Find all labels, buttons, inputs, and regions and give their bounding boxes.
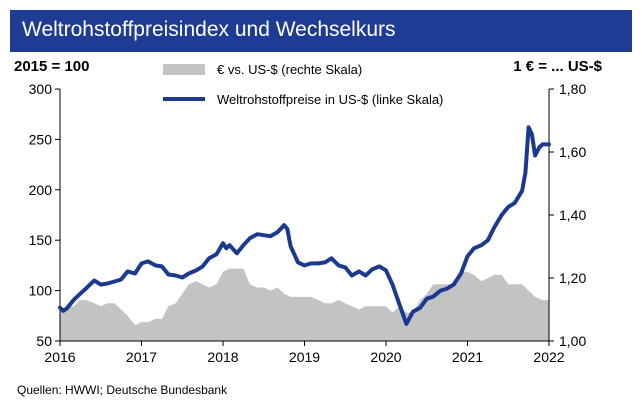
x-tick-label: 2022 (533, 349, 564, 365)
left-unit-label: 2015 = 100 (14, 58, 90, 75)
legend-swatch-area (163, 64, 205, 75)
y-left-tick-label: 50 (36, 333, 52, 349)
right-unit-label: 1 € = ... US-$ (513, 58, 602, 75)
y-left-tick-label: 100 (29, 283, 53, 299)
x-tick-label: 2017 (126, 349, 157, 365)
title-bar: Weltrohstoffpreisindex und Wechselkurs (10, 10, 632, 52)
y-right-tick-label: 1,60 (559, 144, 586, 160)
y-right-tick-label: 1,20 (559, 270, 586, 286)
y-left-tick-label: 150 (29, 232, 53, 248)
y-right-tick-label: 1,40 (559, 207, 586, 223)
y-left-tick-label: 200 (29, 182, 53, 198)
x-tick-label: 2018 (207, 349, 238, 365)
series-line-commodity-prices (58, 125, 551, 326)
chart-title: Weltrohstoffpreisindex und Wechselkurs (22, 18, 396, 41)
y-right-tick-label: 1,00 (559, 333, 586, 349)
y-right-tick-label: 1,80 (559, 81, 586, 97)
source-note: Quellen: HWWI; Deutsche Bundesbank (17, 383, 228, 397)
series-area-eur-usd (60, 268, 549, 341)
y-left-tick-label: 250 (29, 131, 53, 147)
legend-label-line: Weltrohstoffpreise in US-$ (linke Skala) (217, 92, 443, 107)
x-tick-label: 2021 (452, 349, 483, 365)
x-tick-label: 2016 (44, 349, 75, 365)
x-tick-label: 2020 (370, 349, 401, 365)
legend-label-area: € vs. US-$ (rechte Skala) (217, 62, 362, 77)
y-left-tick-label: 300 (29, 81, 53, 97)
x-tick-label: 2019 (289, 349, 320, 365)
